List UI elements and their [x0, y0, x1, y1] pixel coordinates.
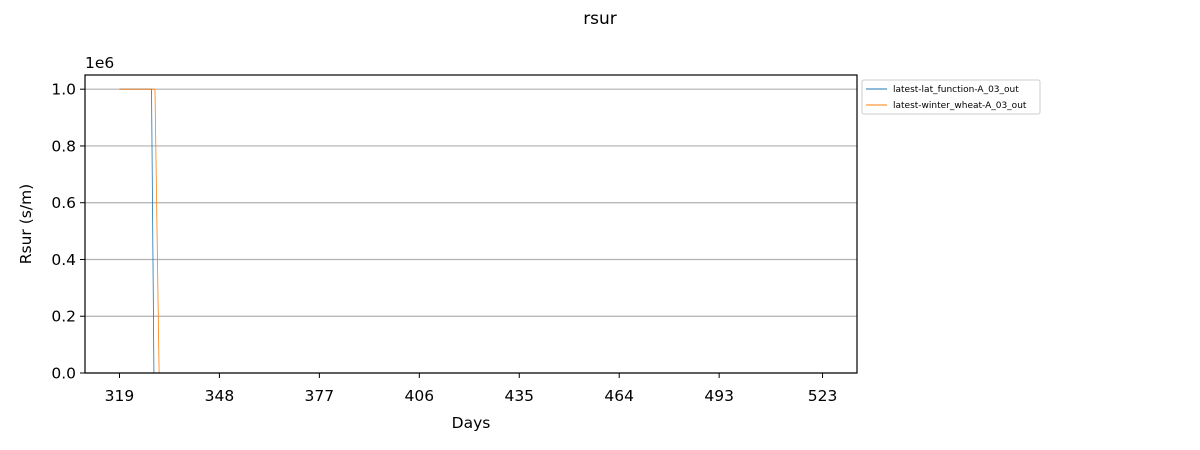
- legend-box: [861, 79, 1041, 115]
- y-tick-label: 1.0: [51, 81, 76, 99]
- x-axis: 319 348 377 406 435 464 493 523: [105, 373, 838, 405]
- y-offset-label: 1e6: [85, 54, 114, 72]
- legend-label: latest-winter_wheat-A_03_out: [893, 101, 1027, 111]
- y-axis: 0.0 0.2 0.4 0.6 0.8 1.0: [51, 81, 85, 383]
- x-tick-label: 435: [504, 387, 534, 405]
- y-tick-label: 0.4: [51, 251, 76, 269]
- x-tick-label: 406: [405, 387, 435, 405]
- legend: latest-lat_function-A_03_out latest-winte…: [861, 79, 1041, 115]
- x-tick-label: 348: [205, 387, 235, 405]
- plot-frame: [84, 74, 858, 374]
- series-line-1: [119, 88, 857, 374]
- y-tick-label: 0.0: [51, 365, 76, 383]
- y-tick-label: 0.8: [51, 137, 76, 155]
- y-tick-label: 0.6: [51, 194, 76, 212]
- grid: [85, 88, 857, 374]
- x-tick-label: 464: [604, 387, 634, 405]
- chart-title: rsur: [583, 9, 617, 29]
- y-axis-label: Rsur (s/m): [17, 184, 35, 264]
- x-axis-label: Days: [452, 414, 491, 432]
- x-tick-label: 493: [704, 387, 734, 405]
- x-tick-label: 523: [808, 387, 838, 405]
- y-tick-label: 0.2: [51, 308, 76, 326]
- legend-label: latest-lat_function-A_03_out: [893, 85, 1019, 95]
- x-tick-label: 319: [105, 387, 135, 405]
- series-layer: [119, 88, 857, 374]
- series-line-2: [119, 88, 857, 374]
- x-tick-label: 377: [305, 387, 335, 405]
